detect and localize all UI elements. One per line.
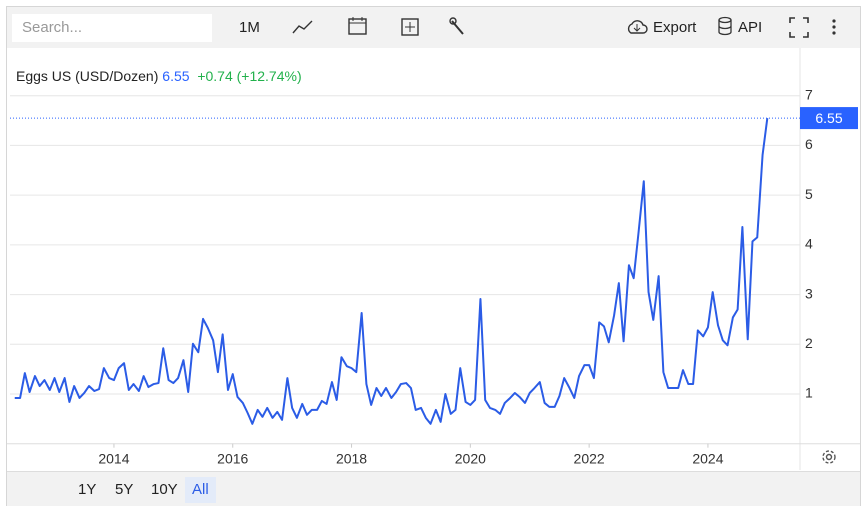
y-tick-label: 2 (805, 335, 813, 351)
x-tick-label: 2024 (692, 451, 723, 467)
frame (6, 6, 861, 506)
y-tick-label: 6 (805, 136, 813, 152)
series-name: Eggs US (USD/Dozen) (16, 68, 159, 84)
api-button[interactable]: API (738, 19, 763, 36)
search-input[interactable]: Search... (12, 14, 212, 42)
x-tick-label: 2014 (98, 451, 129, 467)
export-button[interactable]: Export (653, 19, 697, 36)
y-tick-label: 3 (805, 285, 813, 301)
y-tick-label: 5 (805, 186, 813, 202)
fullscreen-icon[interactable] (788, 7, 810, 48)
last-value-label: 6.55 (815, 110, 842, 126)
x-tick-label: 2018 (336, 451, 367, 467)
x-tick-label: 2022 (574, 451, 605, 467)
range-bar: 1Y 5Y 10Y All (7, 471, 860, 506)
x-tick-label: 2016 (217, 451, 248, 467)
settings-icon[interactable] (822, 450, 836, 464)
x-tick-label: 2020 (455, 451, 486, 467)
headline: Eggs US (USD/Dozen) 6.55 +0.74 (+12.74%) (16, 68, 302, 84)
interval-button[interactable]: 1M (239, 19, 260, 36)
last-value-badge (800, 107, 858, 130)
range-button[interactable]: 1Y (78, 481, 97, 498)
range-button[interactable]: All (185, 477, 216, 503)
compare-icon[interactable] (400, 7, 422, 48)
chart-type-icon[interactable] (291, 7, 315, 48)
api-icon[interactable] (718, 7, 734, 48)
y-tick-label: 1 (805, 385, 813, 401)
calendar-icon[interactable] (347, 7, 369, 48)
change: +0.74 (+12.74%) (197, 68, 302, 84)
y-tick-label: 4 (805, 236, 813, 252)
series-line (14, 117, 769, 425)
last-value: 6.55 (162, 68, 190, 84)
range-button[interactable]: 5Y (115, 481, 134, 498)
menu-icon[interactable] (830, 7, 840, 48)
toolbar: Search... 1M Export API (7, 7, 860, 48)
y-tick-label: 7 (805, 86, 813, 102)
range-button[interactable]: 10Y (151, 481, 178, 498)
export-icon[interactable] (626, 7, 648, 48)
tools-icon[interactable] (447, 7, 469, 48)
